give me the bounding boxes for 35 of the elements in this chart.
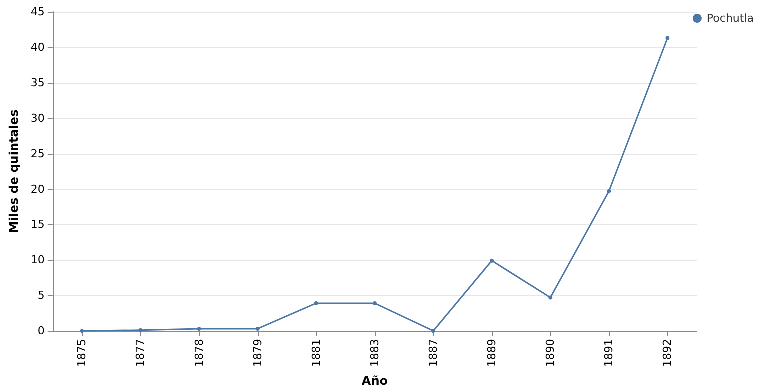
y-tick-label: 35 [30,76,45,90]
point [256,326,260,331]
legend-label: Pochutla [706,12,754,25]
y-tick-label: 45 [30,6,45,18]
point [490,258,494,263]
x-tick-label: 1877 [134,339,148,368]
point [548,296,553,300]
x-tick-label: 1875 [76,339,89,368]
y-tick-label: 0 [38,324,45,338]
point [607,189,612,194]
x-tick-label: 1890 [544,339,558,368]
y-tick-label: 25 [30,147,45,160]
x-tick-label: 1878 [192,339,206,368]
y-axis-title: Miles de quintales [7,110,21,234]
y-tick-label: 20 [30,182,45,196]
point [138,328,143,332]
x-tick-label: 1892 [661,339,674,368]
y-tick-label: 15 [30,218,45,232]
point [80,329,84,334]
point [666,36,670,40]
point [197,326,202,331]
point [314,301,318,306]
x-tick-label: 1891 [602,339,616,368]
x-tick-label: 1879 [251,339,264,368]
point [432,329,436,334]
y-tick-label: 30 [30,112,45,125]
x-tick-label: 1887 [427,339,440,368]
point [372,301,377,306]
x-tick-label: 1883 [368,339,382,368]
y-tick-label: 10 [30,254,45,267]
y-tick-label: 40 [30,40,45,54]
x-tick-label: 1881 [310,339,323,368]
x-axis-title: Año [362,374,388,388]
y-tick-label: 5 [38,289,45,302]
x-tick-label: 1889 [486,339,499,368]
